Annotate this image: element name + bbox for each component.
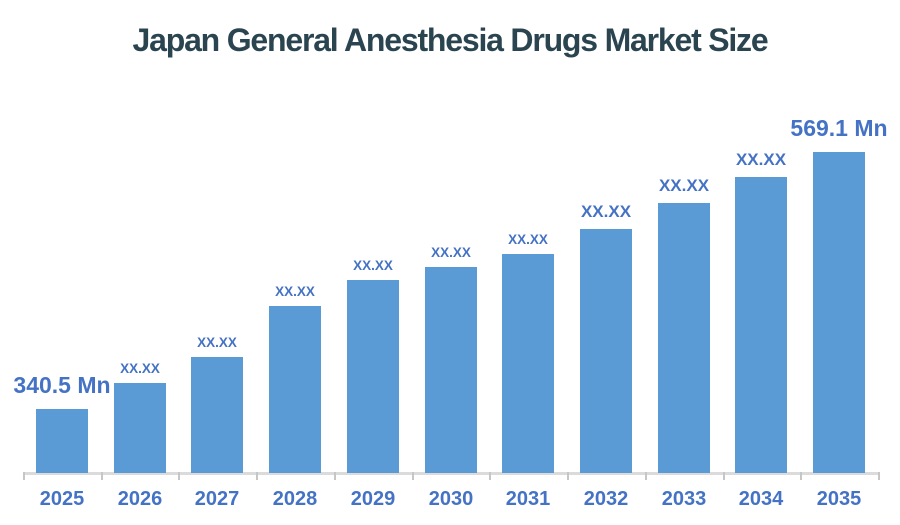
x-axis-tick [412,472,414,480]
x-tick-label-2029: 2029 [350,488,396,510]
chart-title: Japan General Anesthesia Drugs Market Si… [132,22,769,58]
x-axis-tick [489,472,491,480]
x-tick-label-2035: 2035 [816,488,862,510]
x-axis-tick [878,472,880,480]
x-tick-label-2032: 2032 [583,488,629,510]
x-tick-label-2033: 2033 [661,488,707,510]
bar-2027 [191,357,243,473]
x-tick-label-2030: 2030 [428,488,474,510]
x-axis-line [23,472,878,475]
x-tick-label-2034: 2034 [738,488,784,510]
value-label-2029: XX.XX [353,257,393,273]
x-tick-label-2028: 2028 [272,488,318,510]
value-label-2028: XX.XX [275,283,315,299]
value-label-2030: XX.XX [431,244,471,260]
value-label-2035: 569.1 Mn [790,115,888,141]
value-label-2033: XX.XX [658,176,710,195]
bar-2031 [502,254,554,473]
bar-2030 [425,267,477,473]
x-axis-tick [567,472,569,480]
value-label-2027: XX.XX [197,334,237,350]
value-label-2025: 340.5 Mn [13,372,111,398]
x-axis-tick [723,472,725,480]
x-tick-label-2031: 2031 [505,488,551,510]
value-label-2032: XX.XX [580,202,632,221]
x-axis-tick [800,472,802,480]
bar-2034 [735,177,787,473]
x-axis-tick [334,472,336,480]
bar-2025 [36,409,88,473]
bar-2026 [114,383,166,473]
bar-2033 [658,203,710,473]
bar-2029 [347,280,399,473]
bar-2028 [269,306,321,473]
value-label-2034: XX.XX [735,150,787,169]
x-axis-tick [23,472,25,480]
bar-2032 [580,229,632,473]
value-label-2026: XX.XX [120,360,160,376]
bar-2035 [813,152,865,473]
x-axis-tick [256,472,258,480]
x-tick-label-2027: 2027 [194,488,240,510]
x-axis-tick [645,472,647,480]
x-tick-label-2026: 2026 [117,488,163,510]
value-label-2031: XX.XX [508,231,548,247]
x-tick-label-2025: 2025 [39,488,85,510]
x-axis-tick [101,472,103,480]
x-axis-tick [178,472,180,480]
